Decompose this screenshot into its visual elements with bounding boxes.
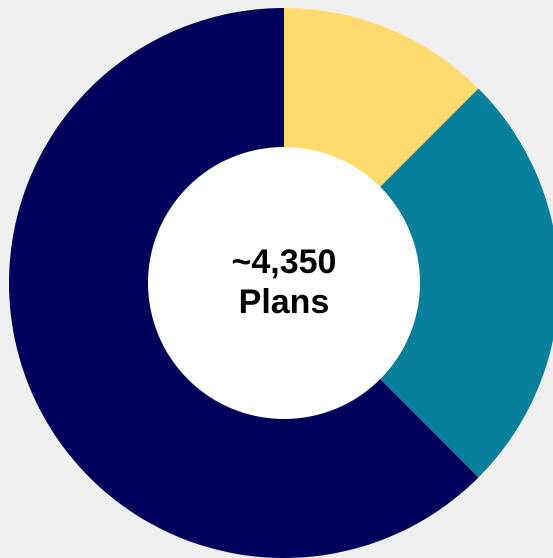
donut-hole (148, 147, 420, 419)
